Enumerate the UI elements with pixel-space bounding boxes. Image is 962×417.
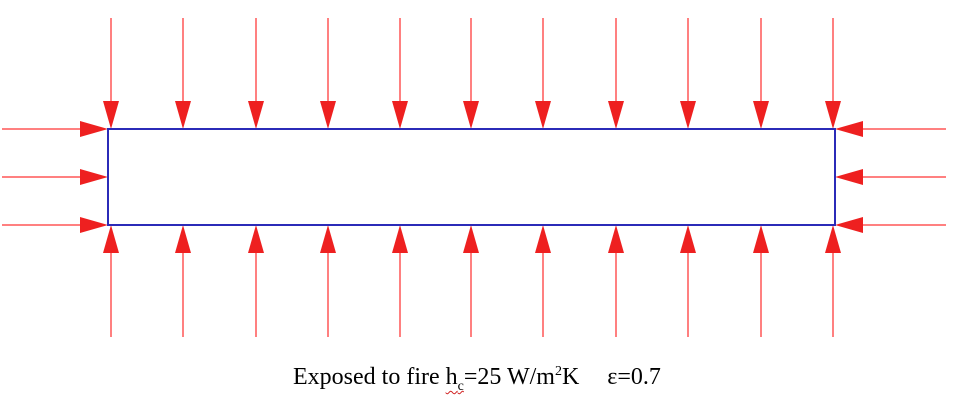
arrow-bottom-9 bbox=[680, 225, 696, 337]
arrow-bottom-5 bbox=[392, 225, 408, 337]
arrows-bottom-group bbox=[103, 225, 841, 337]
arrow-top-6 bbox=[463, 18, 479, 129]
arrow-top-7 bbox=[535, 18, 551, 129]
h-symbol: h bbox=[445, 364, 458, 390]
arrows-left-group bbox=[2, 121, 108, 233]
arrow-left-1 bbox=[2, 121, 108, 137]
arrow-bottom-6 bbox=[463, 225, 479, 337]
caption-prefix: Exposed to fire bbox=[293, 364, 446, 390]
arrow-top-5 bbox=[392, 18, 408, 129]
h-value: =25 W/m bbox=[463, 364, 555, 390]
arrow-bottom-11 bbox=[825, 225, 841, 337]
arrow-top-8 bbox=[608, 18, 624, 129]
arrow-left-2 bbox=[2, 169, 108, 185]
arrow-top-1 bbox=[103, 18, 119, 129]
arrows-right-group bbox=[835, 121, 946, 233]
arrow-top-3 bbox=[248, 18, 264, 129]
arrow-top-4 bbox=[320, 18, 336, 129]
arrows-top-group bbox=[103, 18, 841, 129]
arrow-bottom-10 bbox=[753, 225, 769, 337]
arrow-top-9 bbox=[680, 18, 696, 129]
exposed-body-rectangle bbox=[107, 128, 836, 226]
arrow-right-3 bbox=[835, 217, 946, 233]
h-subscript: c bbox=[457, 379, 464, 394]
arrow-bottom-2 bbox=[175, 225, 191, 337]
arrow-bottom-7 bbox=[535, 225, 551, 337]
convection-coefficient-symbol: hc bbox=[445, 364, 464, 394]
arrow-right-1 bbox=[835, 121, 946, 137]
emissivity-label: ε=0.7 bbox=[607, 364, 661, 390]
arrow-bottom-3 bbox=[248, 225, 264, 337]
caption: Exposed to fire hc=25 W/m2K ε=0.7 bbox=[293, 362, 661, 396]
arrow-top-2 bbox=[175, 18, 191, 129]
unit-superscript: 2 bbox=[554, 364, 562, 379]
arrow-top-10 bbox=[753, 18, 769, 129]
diagram-canvas bbox=[2, 18, 946, 337]
unit-suffix: K bbox=[561, 364, 580, 390]
arrow-left-3 bbox=[2, 217, 108, 233]
arrow-right-2 bbox=[835, 169, 946, 185]
arrow-bottom-1 bbox=[103, 225, 119, 337]
arrow-bottom-8 bbox=[608, 225, 624, 337]
arrow-bottom-4 bbox=[320, 225, 336, 337]
arrow-top-11 bbox=[825, 18, 841, 129]
